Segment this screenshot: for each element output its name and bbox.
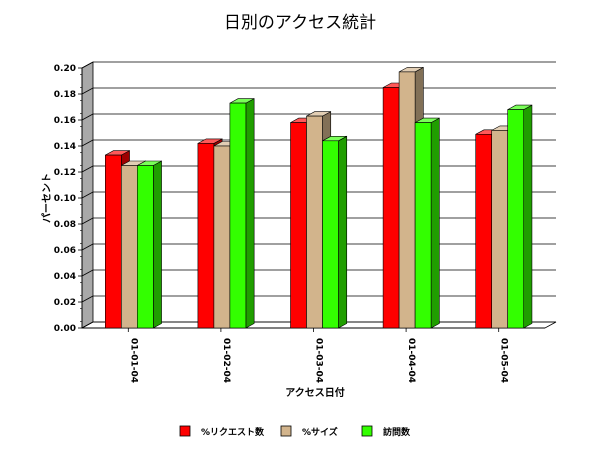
gridline-diagonal xyxy=(81,269,94,277)
gridline-diagonal xyxy=(81,165,94,173)
bar-front xyxy=(398,71,416,329)
bar-front xyxy=(475,134,493,329)
gridline-diagonal xyxy=(81,321,94,329)
bar-side xyxy=(245,98,255,329)
y-tick-label: 0.20 xyxy=(54,64,76,74)
legend-swatch xyxy=(361,425,373,437)
bar-front xyxy=(382,87,400,329)
y-tick-label: 0.02 xyxy=(54,298,76,308)
chart-title: 日別のアクセス統計 xyxy=(224,13,376,33)
bar-front xyxy=(491,130,509,329)
gridline-diagonal xyxy=(81,139,94,147)
bar xyxy=(414,117,440,329)
gridline-diagonal xyxy=(81,243,94,251)
bar-front xyxy=(306,115,323,329)
gridline-diagonal xyxy=(81,191,94,199)
bar-side xyxy=(153,160,162,329)
legend-swatch xyxy=(179,425,191,437)
legend-label: 訪問数 xyxy=(383,426,411,438)
y-tick-label: 0.06 xyxy=(54,246,76,256)
bar xyxy=(229,98,255,329)
bar-front xyxy=(414,122,432,329)
bar-front xyxy=(197,143,215,329)
x-axis-label: アクセス日付 xyxy=(285,386,345,399)
bar-front xyxy=(322,140,339,329)
bar-front xyxy=(507,109,525,329)
gridline-diagonal xyxy=(81,113,94,121)
x-tick-label: 01-01-04 xyxy=(128,338,138,383)
y-tick-label: 0.08 xyxy=(54,220,76,230)
y-tick-label: 0.18 xyxy=(54,90,76,100)
bar-front xyxy=(121,165,138,329)
bar-front xyxy=(229,102,247,329)
y-tick-label: 0.10 xyxy=(54,194,76,204)
y-tick-label: 0.14 xyxy=(54,142,76,152)
legend-swatch xyxy=(280,425,292,437)
bar-front xyxy=(105,154,122,329)
x-tick-label: 01-02-04 xyxy=(221,338,231,383)
bar-side xyxy=(523,104,533,329)
gridline-diagonal xyxy=(81,61,94,69)
legend-label: %サイズ xyxy=(302,426,338,438)
gridline-diagonal xyxy=(81,295,94,303)
y-tick-label: 0.00 xyxy=(54,324,76,334)
bar-front xyxy=(290,122,307,329)
bar-side xyxy=(430,117,440,329)
x-tick-label: 01-03-04 xyxy=(314,338,324,383)
y-tick-label: 0.04 xyxy=(54,272,76,282)
bar-front xyxy=(213,145,231,329)
bar xyxy=(137,160,162,329)
y-tick-label: 0.16 xyxy=(54,116,76,126)
y-tick-label: 0.12 xyxy=(54,168,76,178)
gridline-diagonal xyxy=(81,87,94,95)
bar xyxy=(322,135,348,329)
x-tick-label: 01-04-04 xyxy=(406,338,416,383)
x-tick-label: 01-05-04 xyxy=(499,338,509,383)
legend-label: %リクエスト数 xyxy=(201,426,265,438)
gridline-diagonal xyxy=(81,217,94,225)
bar-front xyxy=(137,165,154,329)
bar-side xyxy=(338,135,348,329)
bar xyxy=(507,104,533,329)
y-axis-label: パーセント xyxy=(41,173,53,223)
